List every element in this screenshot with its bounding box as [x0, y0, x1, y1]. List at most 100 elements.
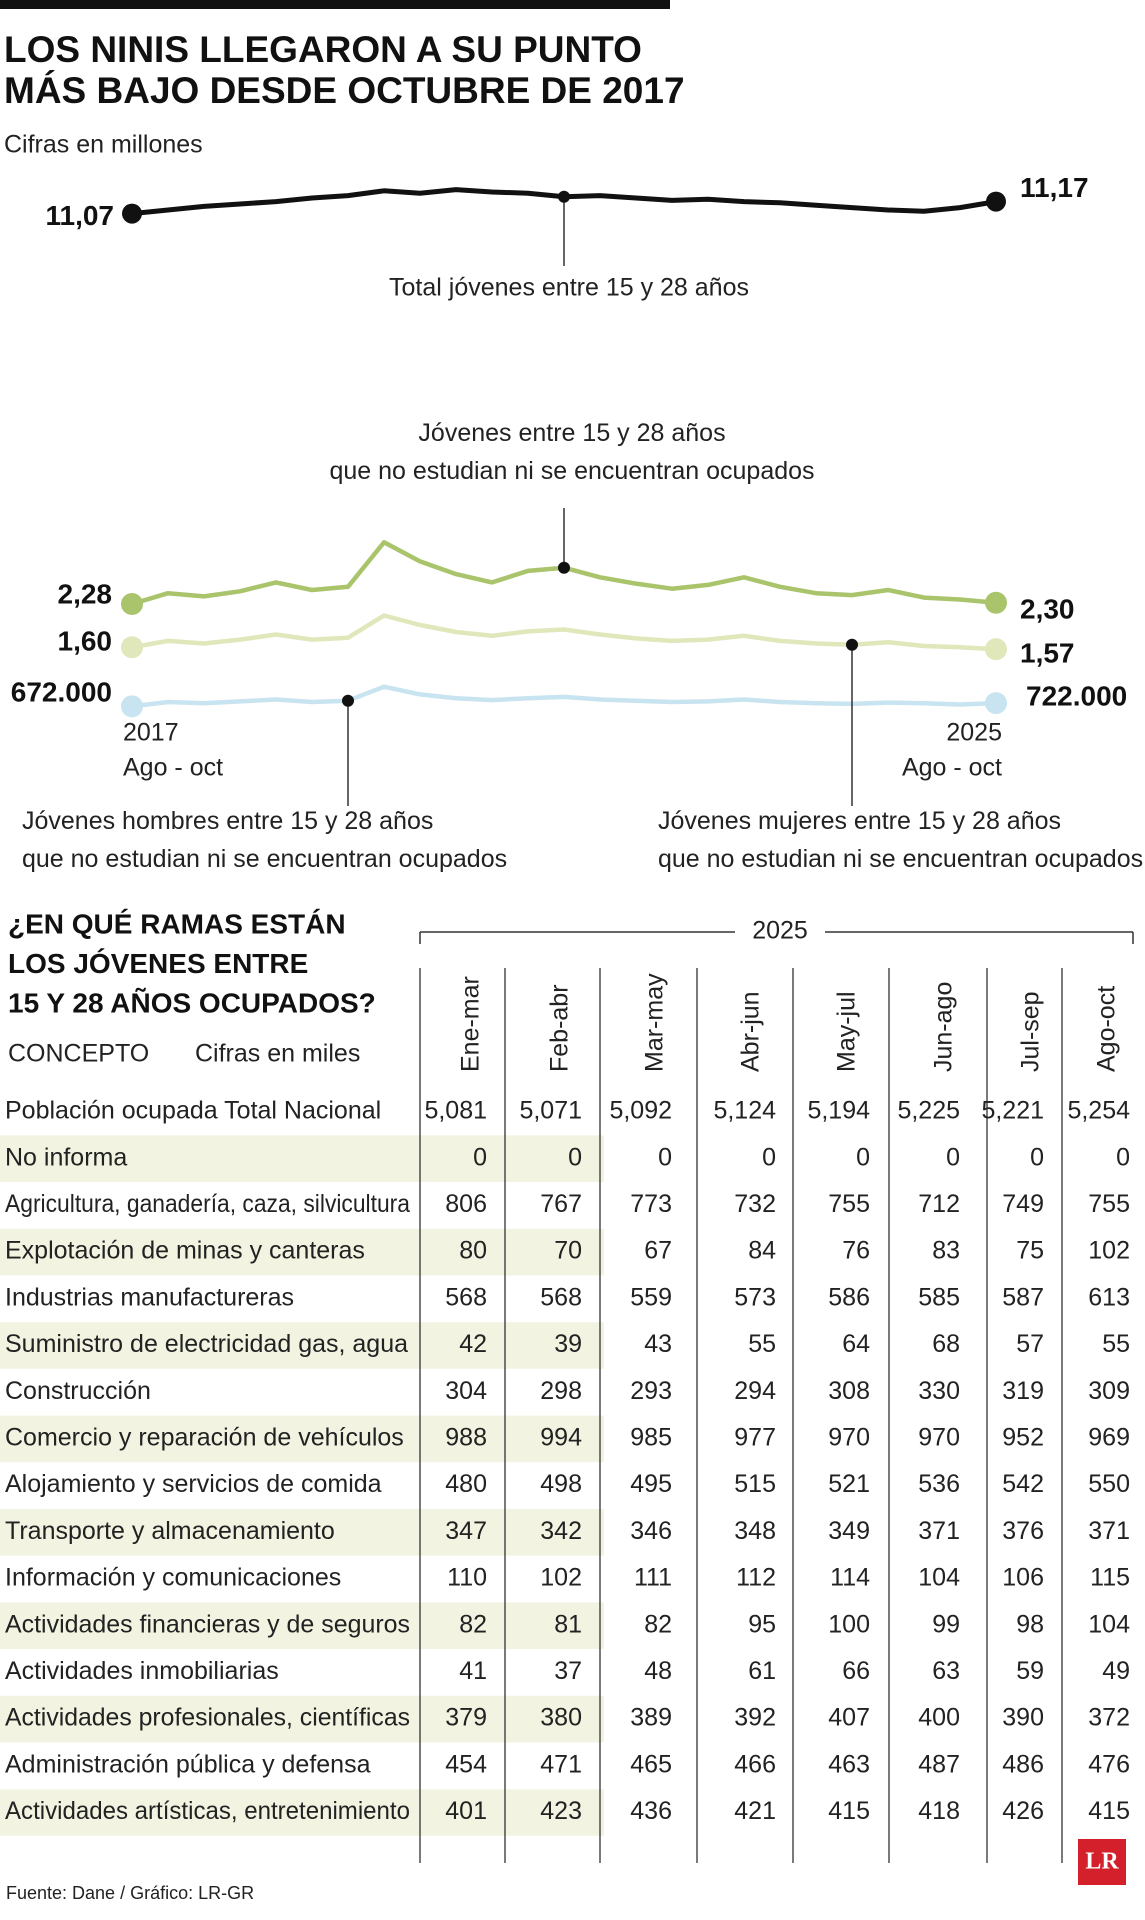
top-bar: [0, 0, 670, 9]
cell-value: 308: [828, 1377, 870, 1405]
cell-value: 463: [828, 1750, 870, 1778]
concept-header: CONCEPTO: [8, 1040, 149, 1068]
cell-value: 568: [445, 1283, 487, 1311]
cell-value: 82: [459, 1610, 487, 1638]
cell-value: 389: [630, 1704, 672, 1732]
cell-value: 84: [748, 1237, 776, 1265]
cell-value: 5,124: [713, 1097, 776, 1125]
cell-value: 75: [1016, 1237, 1044, 1265]
cell-value: 573: [734, 1283, 776, 1311]
end-point: [985, 692, 1007, 715]
cell-value: 5,081: [424, 1097, 487, 1125]
pointer-dot: [558, 190, 570, 203]
cell-value: 568: [540, 1283, 582, 1311]
cell-value: 114: [830, 1564, 870, 1592]
cell-value: 379: [445, 1704, 487, 1732]
cell-value: 498: [540, 1470, 582, 1498]
cell-value: 773: [630, 1190, 672, 1218]
text-line: que no estudian ni se encuentran ocupado…: [329, 457, 814, 485]
end-point: [985, 591, 1007, 614]
cell-value: 550: [1088, 1470, 1130, 1498]
cell-value: 293: [630, 1377, 672, 1405]
column-header: Ene-mar: [457, 976, 485, 1072]
cell-value: 5,221: [981, 1097, 1044, 1125]
cell-value: 104: [1088, 1610, 1130, 1638]
text-line: que no estudian ni se encuentran ocupado…: [658, 845, 1143, 873]
title-line: LOS NINIS LLEGARON A SU PUNTO: [4, 29, 642, 70]
cell-value: 994: [540, 1424, 582, 1452]
text-line: Jóvenes entre 15 y 28 años: [418, 419, 725, 447]
cell-value: 346: [630, 1517, 672, 1545]
cell-value: 5,225: [897, 1097, 960, 1125]
cell-value: 970: [918, 1424, 960, 1452]
end-point: [985, 638, 1007, 661]
cell-value: 42: [459, 1330, 487, 1358]
cell-value: 0: [473, 1143, 487, 1171]
cell-value: 767: [540, 1190, 582, 1218]
cell-value: 732: [734, 1190, 776, 1218]
cell-value: 371: [1088, 1517, 1130, 1545]
row-label: Transporte y almacenamiento: [5, 1517, 335, 1545]
cell-value: 559: [630, 1283, 672, 1311]
x-label: 2017: [123, 719, 179, 747]
cell-value: 415: [1088, 1797, 1130, 1825]
cell-value: 5,092: [609, 1097, 672, 1125]
value-label: 672.000: [11, 676, 112, 707]
cell-value: 41: [459, 1657, 487, 1685]
cell-value: 55: [748, 1330, 776, 1358]
cell-value: 454: [445, 1750, 487, 1778]
row-label: Actividades financieras y de seguros: [5, 1610, 410, 1638]
row-label: Información y comunicaciones: [5, 1564, 341, 1592]
pointer-dot: [342, 694, 354, 707]
row-stripe: [0, 1415, 604, 1463]
table-year: 2025: [752, 917, 808, 945]
cell-value: 380: [540, 1704, 582, 1732]
row-label: Construcción: [5, 1377, 151, 1405]
cell-value: 515: [734, 1470, 776, 1498]
cell-value: 401: [445, 1797, 487, 1825]
series-name: Jóvenes entre 15 y 28 años que no estudia…: [329, 419, 814, 485]
cell-value: 59: [1016, 1657, 1044, 1685]
cell-value: 76: [842, 1237, 870, 1265]
pointer-dot: [846, 638, 858, 651]
end-point: [122, 203, 142, 224]
cell-value: 423: [540, 1797, 582, 1825]
cell-value: 342: [540, 1517, 582, 1545]
cell-value: 99: [932, 1610, 960, 1638]
row-label: Población ocupada Total Nacional: [5, 1097, 381, 1125]
cell-value: 5,194: [807, 1097, 870, 1125]
cell-value: 5,254: [1067, 1097, 1130, 1125]
series-line: [131, 684, 997, 709]
cell-value: 57: [1016, 1330, 1044, 1358]
cell-value: 61: [748, 1657, 776, 1685]
cell-value: 536: [918, 1470, 960, 1498]
series-name: Jóvenes mujeres entre 15 y 28 años que no…: [658, 807, 1143, 873]
cell-value: 392: [734, 1704, 776, 1732]
text-line: Jóvenes hombres entre 15 y 28 años: [22, 807, 433, 835]
row-stripe: [0, 1695, 604, 1743]
cell-value: 426: [1002, 1797, 1044, 1825]
series-line: [131, 613, 997, 652]
cell-value: 613: [1088, 1283, 1130, 1311]
cell-value: 471: [540, 1750, 582, 1778]
row-label: Comercio y reparación de vehículos: [5, 1424, 404, 1452]
column-header: Jun-ago: [930, 982, 958, 1072]
cell-value: 952: [1002, 1424, 1044, 1452]
column-header: Jul-sep: [1017, 991, 1045, 1072]
value-label: 1,57: [1020, 637, 1075, 668]
cell-value: 82: [644, 1610, 672, 1638]
cell-value: 55: [1102, 1330, 1130, 1358]
value-label: 2,30: [1020, 593, 1075, 624]
row-stripe: [0, 1508, 604, 1556]
cell-value: 111: [634, 1564, 672, 1592]
cell-value: 104: [918, 1564, 960, 1592]
value-label: 11,07: [45, 200, 114, 231]
cell-value: 465: [630, 1750, 672, 1778]
row-label: Actividades artísticas, entretenimiento: [5, 1797, 410, 1825]
cell-value: 495: [630, 1470, 672, 1498]
cell-value: 486: [1002, 1750, 1044, 1778]
row-label: Actividades profesionales, científicas: [5, 1704, 410, 1732]
subtitle: Cifras en millones: [4, 131, 203, 159]
source: Fuente: Dane / Gráfico: LR-GR: [6, 1883, 254, 1903]
